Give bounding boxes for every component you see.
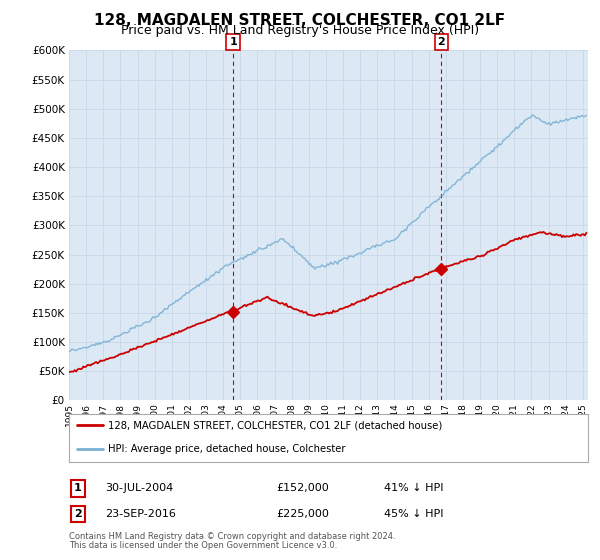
Text: HPI: Average price, detached house, Colchester: HPI: Average price, detached house, Colc…	[108, 444, 346, 454]
Text: 1: 1	[229, 37, 237, 47]
Text: £225,000: £225,000	[276, 509, 329, 519]
Text: 45% ↓ HPI: 45% ↓ HPI	[384, 509, 443, 519]
Text: This data is licensed under the Open Government Licence v3.0.: This data is licensed under the Open Gov…	[69, 541, 337, 550]
Text: Price paid vs. HM Land Registry's House Price Index (HPI): Price paid vs. HM Land Registry's House …	[121, 24, 479, 36]
Text: 2: 2	[437, 37, 445, 47]
Text: 23-SEP-2016: 23-SEP-2016	[105, 509, 176, 519]
Text: 41% ↓ HPI: 41% ↓ HPI	[384, 483, 443, 493]
Text: 2: 2	[74, 509, 82, 519]
Text: Contains HM Land Registry data © Crown copyright and database right 2024.: Contains HM Land Registry data © Crown c…	[69, 532, 395, 541]
Text: 1: 1	[74, 483, 82, 493]
Text: 128, MAGDALEN STREET, COLCHESTER, CO1 2LF (detached house): 128, MAGDALEN STREET, COLCHESTER, CO1 2L…	[108, 421, 442, 430]
Text: £152,000: £152,000	[276, 483, 329, 493]
Text: 128, MAGDALEN STREET, COLCHESTER, CO1 2LF: 128, MAGDALEN STREET, COLCHESTER, CO1 2L…	[94, 13, 506, 28]
Text: 30-JUL-2004: 30-JUL-2004	[105, 483, 173, 493]
